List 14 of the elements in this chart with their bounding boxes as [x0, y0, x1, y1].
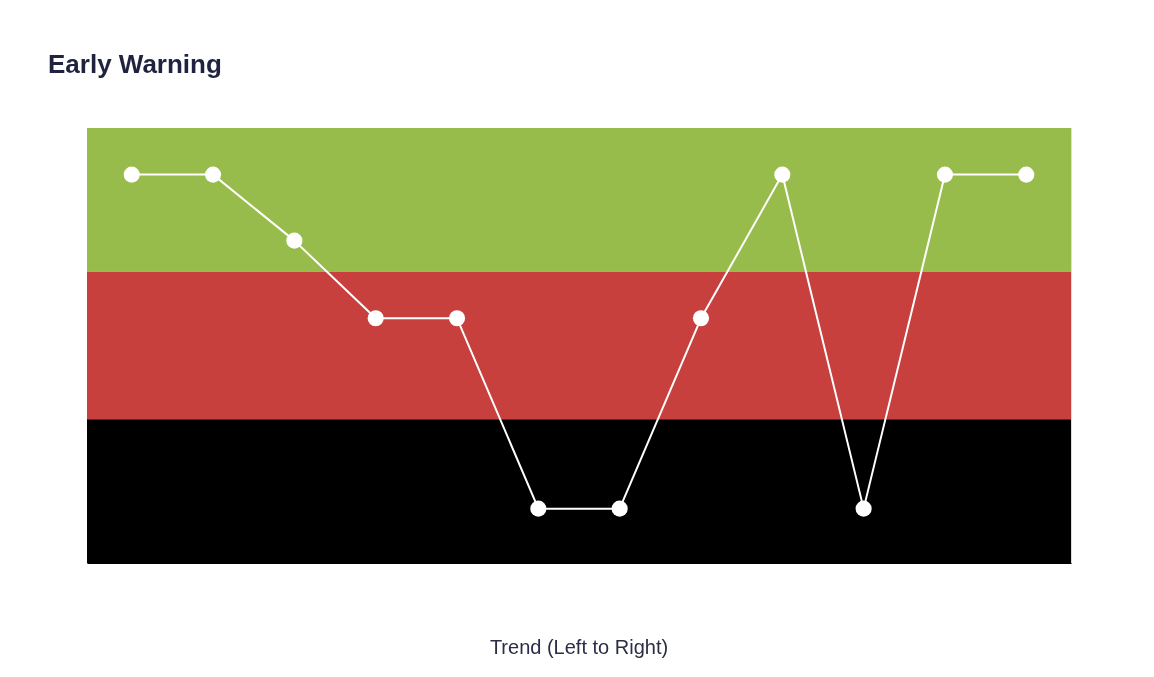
- point: [774, 166, 791, 183]
- point: [204, 166, 222, 183]
- point: [530, 500, 547, 517]
- text: Trend (Left to Right): [489, 636, 669, 658]
- point: [448, 310, 466, 327]
- point: [692, 310, 710, 327]
- point: [855, 500, 872, 517]
- point: [1018, 166, 1035, 183]
- point: [367, 310, 384, 327]
- point: [286, 232, 303, 249]
- point: [936, 166, 954, 183]
- point: [123, 166, 140, 183]
- point: [611, 500, 628, 517]
- chart-title: Early Warning: [48, 49, 222, 79]
